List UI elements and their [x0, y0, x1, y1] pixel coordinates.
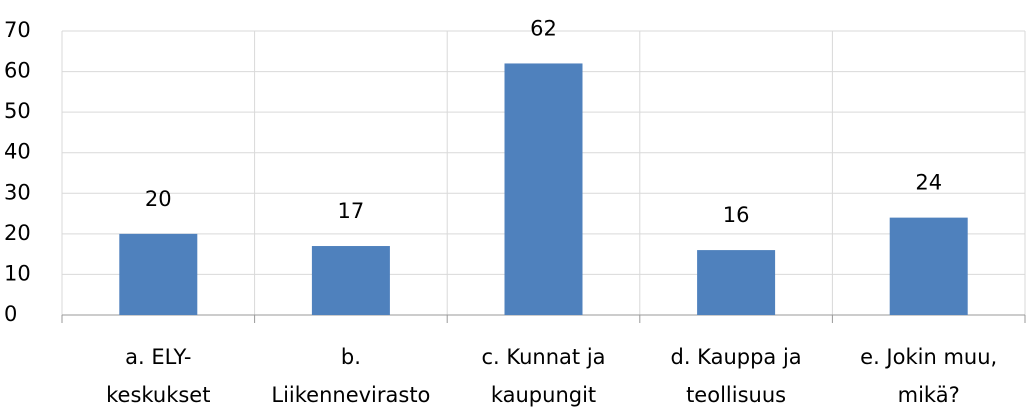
y-tick-label: 50 [4, 99, 31, 123]
y-tick-label: 0 [4, 302, 17, 326]
y-tick-label: 60 [4, 59, 31, 83]
bar [311, 246, 390, 315]
y-tick-label: 40 [4, 140, 31, 164]
data-label: 17 [338, 199, 365, 223]
bar [504, 63, 583, 316]
data-label: 16 [723, 203, 750, 227]
bar [697, 250, 776, 315]
y-tick-label: 20 [4, 221, 31, 245]
data-label: 20 [145, 187, 172, 211]
y-tick-label: 70 [4, 18, 31, 42]
x-tick-label: a. ELY-keskukset [106, 345, 211, 407]
x-tick-label: b. Liikennevirasto [271, 345, 431, 407]
x-tick-label: d. Kauppa ja teollisuus [670, 345, 802, 407]
bar [119, 233, 198, 315]
data-label: 62 [530, 16, 557, 40]
data-label: 24 [915, 171, 942, 195]
y-tick-label: 10 [4, 261, 31, 285]
x-tick-label: c. Kunnat ja kaupungit [481, 345, 606, 407]
x-tick-label: e. Jokin muu, mikä? [860, 345, 998, 407]
y-tick-label: 30 [4, 180, 31, 204]
bar [889, 217, 968, 315]
